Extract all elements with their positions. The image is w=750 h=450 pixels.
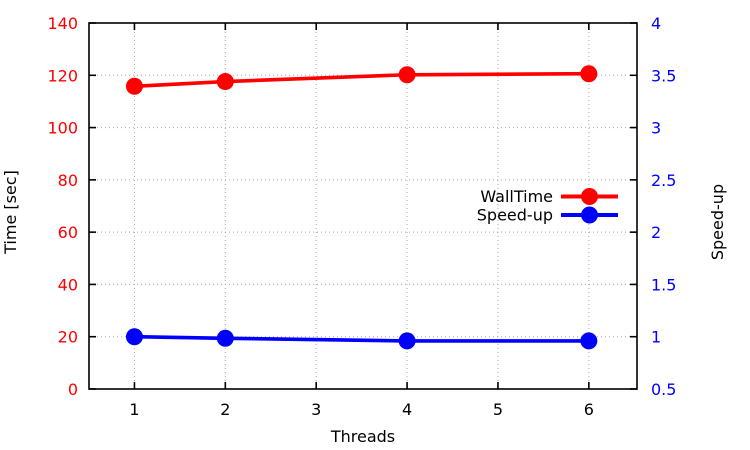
series-line-speed-up — [134, 334, 589, 343]
y-right-tick-label: 0.5 — [651, 380, 676, 399]
x-tick-label: 3 — [311, 400, 321, 419]
left-y-axis-label: Time [sec] — [1, 170, 20, 255]
data-point-walltime — [398, 66, 416, 84]
x-tick-label: 4 — [402, 400, 412, 419]
data-point-speed-up — [398, 332, 416, 350]
data-point-walltime — [125, 77, 143, 95]
series-line-walltime — [134, 71, 589, 89]
legend-point-sample — [581, 206, 598, 224]
y-left-tick-label: 140 — [47, 14, 78, 33]
y-left-tick-label: 120 — [47, 66, 78, 85]
plot-border — [88, 22, 638, 390]
tick-marks — [89, 22, 637, 390]
legend-label: Speed-up — [477, 206, 553, 225]
data-point-speed-up — [580, 332, 598, 350]
y-right-tick-label: 3.5 — [651, 66, 676, 85]
x-tick-label: 1 — [129, 400, 139, 419]
right-y-axis-label: Speed-up — [708, 184, 727, 260]
data-point-walltime — [216, 73, 234, 91]
y-left-tick-label: 0 — [68, 380, 78, 399]
x-tick-label: 2 — [220, 400, 230, 419]
x-tick-label: 5 — [493, 400, 503, 419]
y-right-tick-label: 1.5 — [651, 275, 676, 294]
y-left-tick-label: 80 — [58, 171, 78, 190]
y-left-tick-label: 20 — [58, 328, 78, 347]
data-point-speed-up — [125, 328, 143, 346]
data-point-speed-up — [216, 329, 234, 347]
x-axis-label: Threads — [330, 427, 395, 446]
data-series — [125, 65, 598, 350]
y-right-tick-label: 2 — [651, 223, 661, 242]
y-right-tick-label: 1 — [651, 328, 661, 347]
y-left-tick-label: 40 — [58, 275, 78, 294]
x-tick-label: 6 — [584, 400, 594, 419]
y-right-tick-label: 4 — [651, 14, 661, 33]
legend-label: WallTime — [480, 187, 553, 206]
y-right-tick-label: 3 — [651, 119, 661, 138]
data-point-walltime — [580, 65, 598, 83]
y-left-tick-label: 100 — [47, 119, 78, 138]
y-left-tick-label: 60 — [58, 223, 78, 242]
legend-point-sample — [581, 188, 598, 205]
y-right-tick-label: 2.5 — [651, 171, 676, 190]
